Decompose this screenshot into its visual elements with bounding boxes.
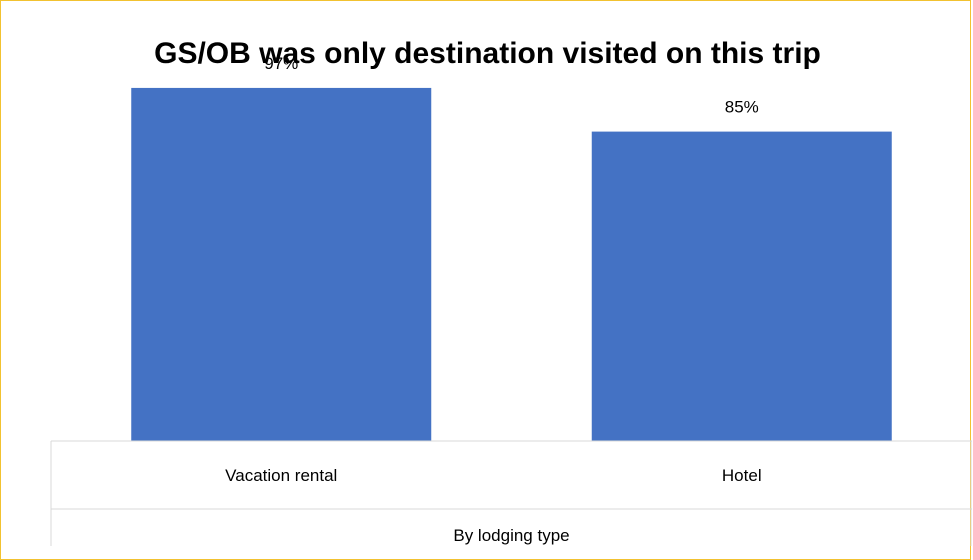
- bar-chart-plot: 97% Vacation rental 85% Hotel By lodging typ…: [50, 54, 972, 546]
- data-label-1: 97%: [264, 54, 298, 73]
- x-tick-label-2: Hotel: [722, 466, 762, 485]
- x-axis-title: By lodging type: [453, 526, 569, 545]
- bar-2: [591, 131, 892, 441]
- chart-title: GS/OB was only destination visited on th…: [154, 37, 821, 70]
- bar-1: [131, 87, 432, 442]
- data-label-2: 85%: [725, 98, 759, 117]
- x-tick-label-1: Vacation rental: [225, 466, 337, 485]
